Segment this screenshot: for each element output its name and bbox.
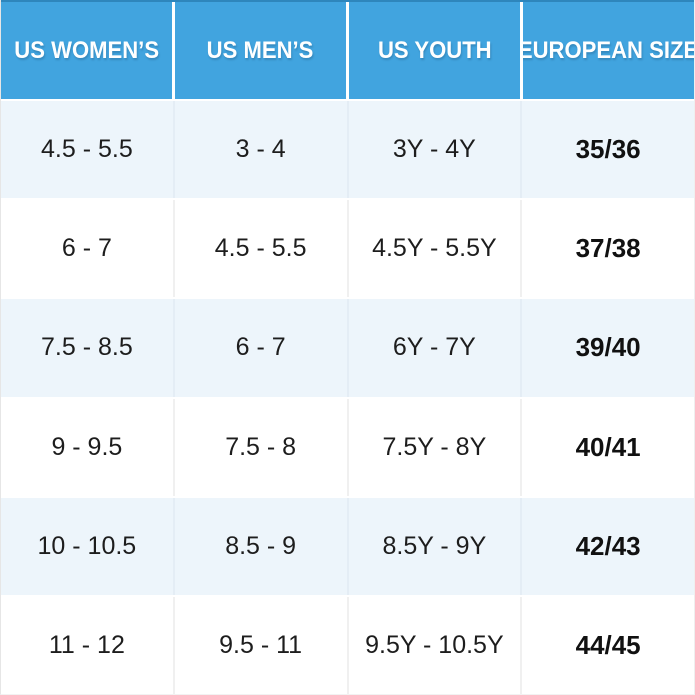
table-header-row: US WOMEN’S US MEN’S US YOUTH EUROPEAN SI… xyxy=(1,0,694,99)
table-row: 6 - 7 4.5 - 5.5 4.5Y - 5.5Y 37/38 xyxy=(1,198,694,298)
cell-european-size: 42/43 xyxy=(520,497,694,595)
cell-european-size: 44/45 xyxy=(520,596,694,695)
table-row: 10 - 10.5 8.5 - 9 8.5Y - 9Y 42/43 xyxy=(1,495,694,595)
cell-us-mens: 4.5 - 5.5 xyxy=(172,200,347,298)
header-cell-european-size: EUROPEAN SIZE xyxy=(520,2,694,99)
cell-us-mens: 3 - 4 xyxy=(172,101,347,199)
cell-us-mens: 9.5 - 11 xyxy=(172,596,347,695)
cell-european-size: 40/41 xyxy=(520,398,694,496)
cell-us-youth: 7.5Y - 8Y xyxy=(346,398,521,496)
cell-us-womens: 11 - 12 xyxy=(48,630,125,659)
table-row: 7.5 - 8.5 6 - 7 6Y - 7Y 39/40 xyxy=(1,297,694,397)
header-cell-us-mens: US MEN’S xyxy=(172,2,346,99)
table-row: 4.5 - 5.5 3 - 4 3Y - 4Y 35/36 xyxy=(1,99,694,199)
cell-us-youth: 4.5Y - 5.5Y xyxy=(346,200,521,298)
cell-us-mens: 7.5 - 8 xyxy=(172,398,347,496)
cell-us-youth: 9.5Y - 10.5Y xyxy=(346,596,521,695)
cell-european-size: 35/36 xyxy=(520,101,694,199)
header-label-us-mens: US MEN’S xyxy=(207,36,314,64)
cell-us-youth: 6Y - 7Y xyxy=(346,299,521,397)
cell-us-youth: 3Y - 4Y xyxy=(346,101,521,199)
header-cell-us-youth: US YOUTH xyxy=(346,2,520,99)
cell-european-size: 37/38 xyxy=(520,200,694,298)
cell-us-womens: 4.5 - 5.5 xyxy=(41,135,133,164)
cell-us-youth: 8.5Y - 9Y xyxy=(346,497,521,595)
header-label-us-womens: US WOMEN’S xyxy=(14,36,159,64)
header-cell-us-womens: US WOMEN’S xyxy=(1,2,172,99)
cell-us-womens: 6 - 7 xyxy=(61,234,112,263)
table-row: 9 - 9.5 7.5 - 8 7.5Y - 8Y 40/41 xyxy=(1,396,694,496)
table-row: 11 - 12 9.5 - 11 9.5Y - 10.5Y 44/45 xyxy=(1,594,694,695)
cell-us-womens: 10 - 10.5 xyxy=(37,531,137,560)
cell-us-womens: 9 - 9.5 xyxy=(51,432,123,461)
cell-us-mens: 8.5 - 9 xyxy=(172,497,347,595)
header-label-european-size: EUROPEAN SIZE xyxy=(520,36,694,64)
cell-european-size: 39/40 xyxy=(520,299,694,397)
table-body: 4.5 - 5.5 3 - 4 3Y - 4Y 35/36 6 - 7 4.5 - 5.5… xyxy=(1,99,694,695)
cell-us-mens: 6 - 7 xyxy=(172,299,347,397)
header-label-us-youth: US YOUTH xyxy=(377,36,492,64)
cell-us-womens: 7.5 - 8.5 xyxy=(41,333,133,362)
